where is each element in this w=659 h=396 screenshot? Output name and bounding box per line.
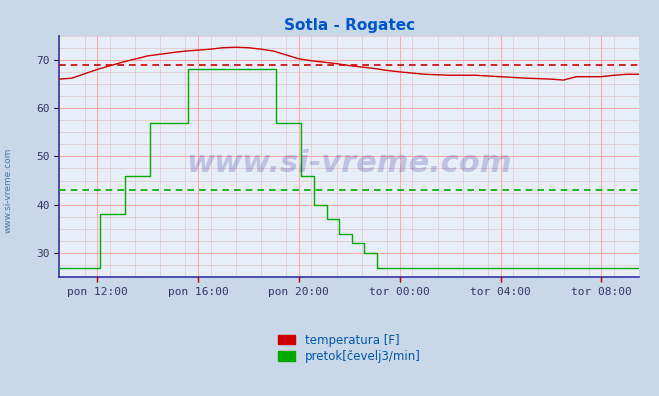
Text: www.si-vreme.com: www.si-vreme.com xyxy=(186,149,512,178)
Text: www.si-vreme.com: www.si-vreme.com xyxy=(3,147,13,233)
Legend: temperatura [F], pretok[čevelj3/min]: temperatura [F], pretok[čevelj3/min] xyxy=(277,333,421,363)
Title: Sotla - Rogatec: Sotla - Rogatec xyxy=(284,18,415,33)
